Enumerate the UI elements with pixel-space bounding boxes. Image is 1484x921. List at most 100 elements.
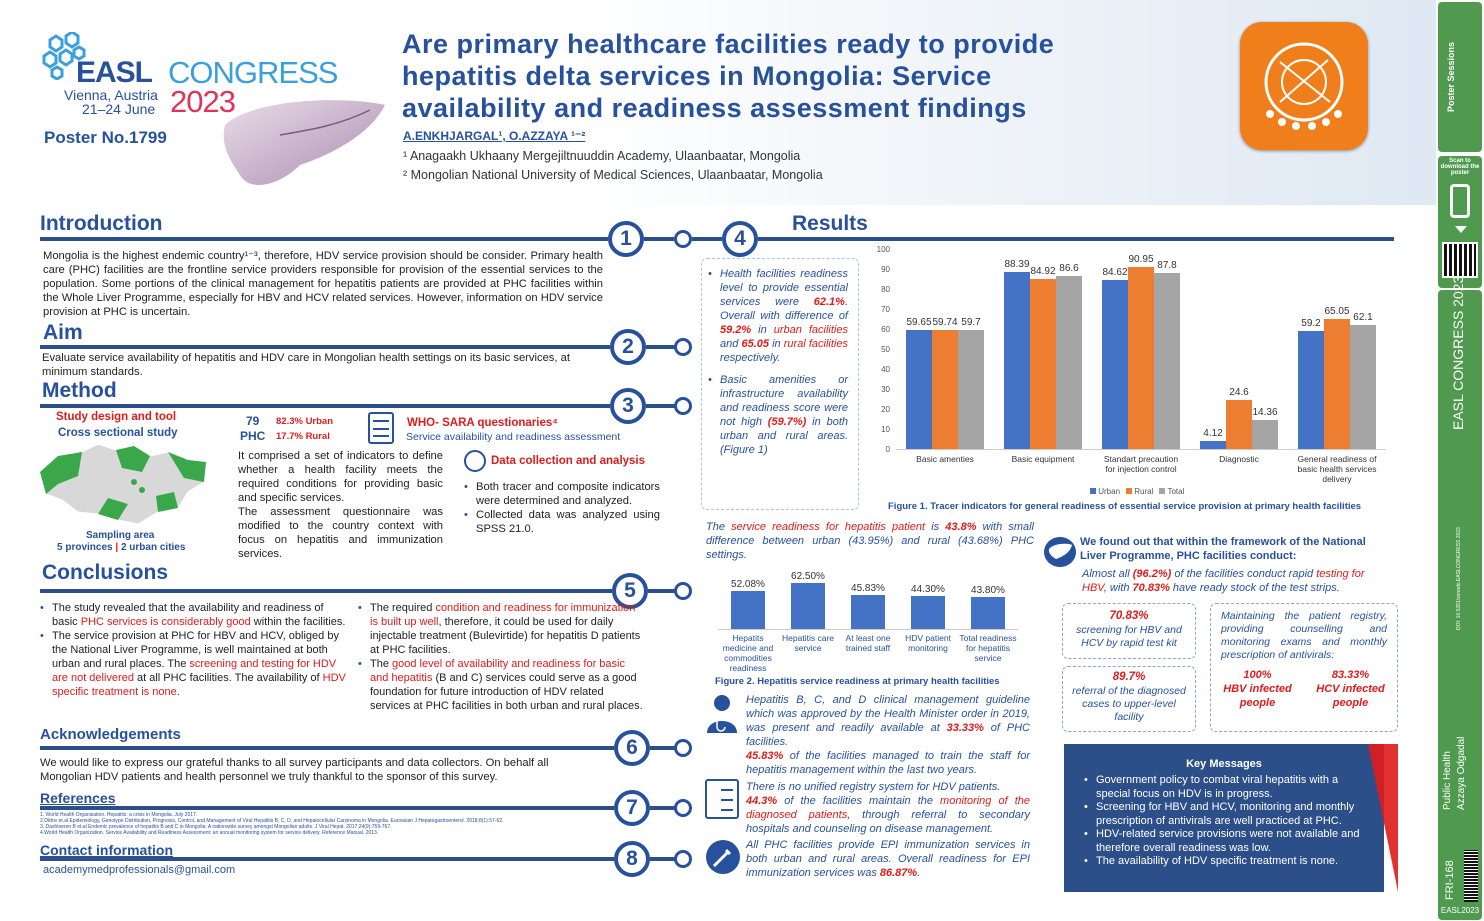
training-text: 45.83% of the facilities managed to trai…	[746, 750, 1030, 776]
aim-text: Evaluate service availability of hepatit…	[42, 352, 570, 378]
intro-title: Introduction	[40, 212, 163, 235]
connector-3	[646, 404, 676, 408]
connector-ring-1	[674, 230, 692, 248]
figure-1-bar	[1298, 330, 1324, 449]
figure-2-data-label: 62.50%	[791, 571, 825, 583]
conclusion-1: The study revealed that the availability…	[38, 601, 348, 629]
figure-2-bar	[971, 596, 1005, 629]
connector-4	[692, 237, 722, 241]
key-message-1: • Government policy to combat viral hepat…	[1084, 774, 1339, 800]
section-number-7: 7	[614, 790, 650, 826]
doctor-icon	[705, 693, 739, 735]
section-number-4: 4	[722, 221, 758, 257]
summary-bullet-1: Health facilities readiness level to pro…	[706, 267, 848, 365]
connector-ring-8	[674, 850, 692, 868]
key-message-2: • Screening for HBV and HCV, monitoring a…	[1084, 801, 1355, 827]
figure-1-x-label: General readiness of basic health servic…	[1297, 454, 1377, 484]
reference-4: 4.World Health Organization. Service Ava…	[40, 830, 379, 836]
screening-pct: 70.83%	[1109, 610, 1149, 622]
aim-divider	[40, 345, 610, 349]
connector-7	[650, 806, 676, 810]
results-divider	[758, 237, 1394, 241]
referral-pct: 89.7%	[1112, 671, 1146, 683]
section-number-8: 8	[614, 841, 650, 877]
registry-text: There is no unified registry system for …	[746, 781, 1030, 835]
chevron-down-icon	[1455, 226, 1467, 233]
figure-2-plot: 52.08% 62.50% 45.83% 44.30% 43.80%	[718, 560, 1018, 630]
figure-2-caption: Figure 2. Hepatitis service readiness at…	[715, 676, 1000, 687]
figure-1-bar	[932, 329, 958, 449]
figure-1-y-tick: 70	[881, 305, 890, 314]
conclusion-2: The service provision at PHC for HBV and…	[38, 629, 348, 699]
figure-1-bar	[1004, 272, 1030, 449]
figure-2-bar	[731, 590, 765, 629]
aim-title: Aim	[43, 321, 83, 344]
ack-title: Acknowledgements	[40, 726, 181, 743]
figure-1-data-label: 59.7	[961, 316, 981, 328]
title-line-2: hepatitis delta services in Mongolia: Se…	[402, 61, 992, 91]
title-line-3: availability and readiness assessment fi…	[402, 93, 1027, 123]
congress-wordmark: CONGRESS	[168, 55, 338, 90]
scan-text: Scan to download the poster	[1440, 158, 1480, 176]
hepatitis-readiness-text: The service readiness for hepatitis pati…	[706, 521, 1034, 561]
congress-city: Vienna, Austria	[64, 87, 158, 103]
study-design-title: Study design and tool	[56, 411, 177, 423]
data-bullet-2: Collected data was analyzed using SPSS 2…	[462, 508, 660, 536]
who-title: WHO- SARA questionaries⁴	[407, 417, 558, 429]
referral-text: referral of the diagnosed cases to upper…	[1072, 685, 1186, 723]
poster-sessions-badge: Poster Sessions	[1438, 2, 1482, 152]
reference-1: 1. World Health Organisation. Hepatitis:…	[40, 812, 198, 818]
authors: A.ENKHJARGAL¹, O.AZZAYA ¹⁻²	[403, 129, 586, 143]
sampling-label: Sampling area	[86, 530, 155, 541]
figure-1-x-label: Basic equipment	[1011, 454, 1075, 464]
method-title: Method	[42, 379, 117, 402]
figure-1-data-label: 59.74	[932, 316, 958, 328]
hbv-monitoring: 100% HBV infected people	[1223, 669, 1292, 709]
intro-text: Mongolia is the highest endemic country¹…	[43, 250, 603, 318]
key-messages-accent	[1368, 744, 1398, 892]
key-messages-box: Key Messages • Government policy to comba…	[1064, 744, 1398, 892]
congress-year: 2023	[170, 84, 236, 119]
figure-1-bar	[1226, 399, 1252, 449]
data-collection-list: Both tracer and composite indicators wer…	[462, 480, 660, 536]
poster-number: Poster No.1799	[44, 128, 167, 147]
figure-1-y-tick: 60	[881, 325, 890, 334]
figure-2-data-label: 45.83%	[851, 583, 885, 595]
reference-2: 2.Oldov et.al Epidemiology, Genotype Dis…	[40, 818, 504, 824]
questionnaire-icon	[368, 412, 394, 444]
figure-2-x-label: Hepatits medicine and commodities readin…	[722, 633, 774, 673]
syringe-icon	[706, 840, 740, 874]
phc-count: 79	[246, 414, 260, 428]
liver-illustration	[220, 95, 390, 195]
checklist-icon	[705, 779, 739, 819]
figure-1-data-label: 59.65	[906, 316, 932, 328]
monitoring-values: 100% HBV infected people 83.33% HCV infect…	[1211, 668, 1397, 710]
figure-1-data-label: 88.39	[1004, 259, 1030, 271]
figure-1-bar	[1200, 440, 1226, 449]
figure-1-y-tick: 80	[881, 285, 890, 294]
figure-1-data-label: 4.12	[1203, 427, 1223, 439]
figure-1-plot: 59.65 59.74 59.7 88.39 84.92 86.6 84.62 90.95 87…	[896, 250, 1386, 450]
figure-2-bar	[911, 596, 945, 629]
connector-5	[648, 589, 676, 593]
reference-3: 3. Dashtseren B et.al Endemic prevalence…	[40, 824, 392, 830]
figure-2-chart: 52.08% 62.50% 45.83% 44.30% 43.80% Hepatits …	[718, 560, 1028, 676]
figure-1-bar	[1324, 318, 1350, 449]
who-subtitle: Service availability and readiness asses…	[406, 431, 621, 443]
contact-email[interactable]: academymedprofessionals@gmail.com	[43, 864, 236, 876]
contact-divider	[40, 857, 614, 861]
qr-code[interactable]	[1442, 242, 1478, 278]
congress-dates: 21–24 June	[82, 101, 156, 117]
connector-ring-7	[674, 799, 692, 817]
screening-box: 70.83% screening for HBV and HCV by rapi…	[1062, 603, 1196, 659]
guideline-text: Hepatitis B, C, and D clinical managemen…	[746, 694, 1030, 748]
magnifier-chart-icon	[464, 450, 486, 472]
affiliation-1: ¹ Anagaakh Ukhaany Mergejiltnuuddin Acad…	[403, 149, 801, 163]
method-divider	[40, 404, 610, 408]
sidebar-topic: Public Health	[1442, 751, 1453, 810]
poster-sessions-label: Poster Sessions	[1446, 41, 1456, 112]
method-modified: The assessment questionnaire was modifie…	[238, 506, 443, 560]
figure-2-x-label: Total readiness for hepatitis service	[959, 633, 1017, 663]
figure-1-y-tick: 0	[885, 445, 890, 454]
section-number-1: 1	[608, 221, 644, 257]
